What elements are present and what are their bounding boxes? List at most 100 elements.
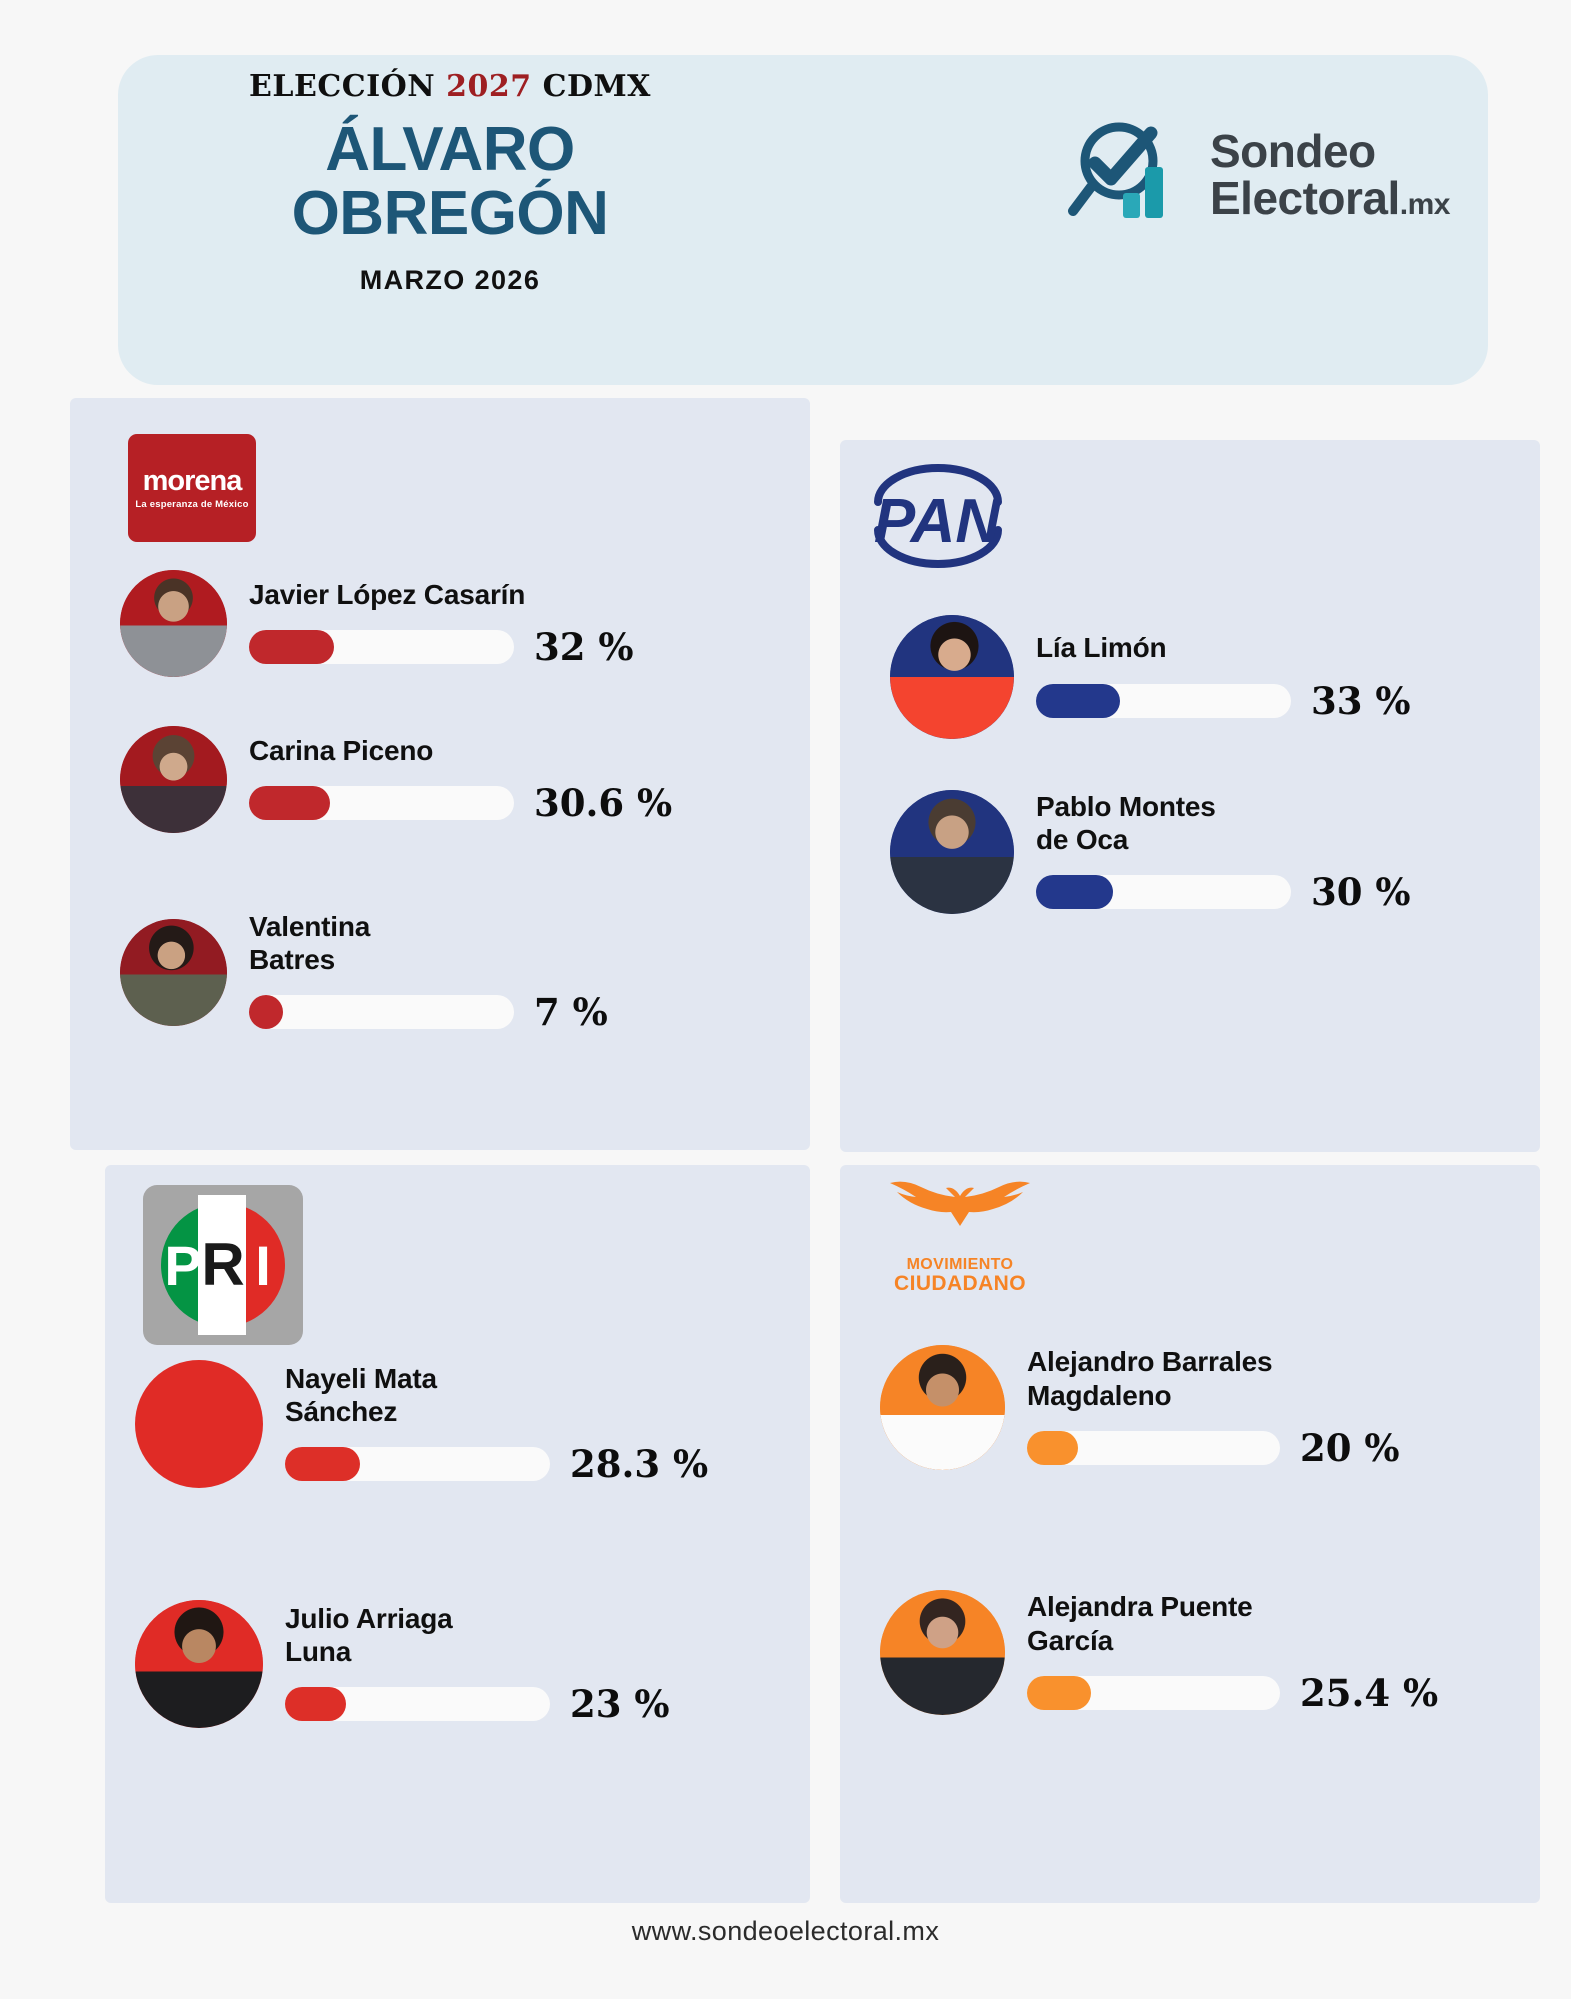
candidate-photo (135, 1600, 263, 1728)
party-panel-mc (840, 1165, 1540, 1903)
pan-logo: PAN (860, 460, 1015, 572)
election-suffix: CDMX (531, 69, 651, 104)
svg-text:P: P (164, 1234, 201, 1297)
percent-label: 32 % (534, 625, 634, 670)
candidate-photo (120, 726, 227, 833)
pri-logo-icon: P R I (161, 1195, 285, 1335)
brand-wordmark: Sondeo Electoral.mx (1209, 124, 1451, 224)
pan-logo-icon: PAN (874, 464, 1002, 568)
candidate-photo (120, 918, 227, 1026)
percent-label: 30.6 % (534, 781, 673, 826)
avatar (890, 615, 1014, 739)
result-bar: 25.4 % (1027, 1671, 1438, 1715)
avatar (880, 1345, 1005, 1470)
result-bar: 32 % (249, 625, 634, 669)
brand-name: Electoral (1209, 172, 1400, 224)
bar-track (285, 1447, 550, 1482)
candidate-row: Lía Limón 33 % (890, 615, 1530, 739)
district-line-2: OBREGÓN (291, 179, 609, 249)
pan-wordmark: PAN (874, 487, 1002, 556)
morena-wordmark: morena (142, 464, 243, 497)
percent-label: 20 % (1300, 1425, 1400, 1470)
header-banner: ELECCIÓN 2027 CDMX ÁLVARO OBREGÓN MARZO … (118, 55, 1488, 385)
bar-track (1036, 875, 1291, 910)
candidate-row: Javier López Casarín 32 % (120, 570, 780, 677)
morena-logo: morena La esperanza de México (128, 434, 256, 542)
candidate-name: Alejandra Puente García (1027, 1591, 1253, 1656)
candidate-row: Julio Arriaga Luna 23 % (135, 1600, 795, 1728)
avatar (135, 1360, 263, 1488)
bar-track (1027, 1675, 1280, 1710)
bar-fill (1036, 683, 1121, 718)
page-title: ÁLVARO OBREGÓN (140, 115, 760, 249)
candidate-row: Carina Piceno 30.6 % (120, 726, 780, 833)
election-prefix: ELECCIÓN (249, 69, 447, 104)
header-title-block: ELECCIÓN 2027 CDMX ÁLVARO OBREGÓN MARZO … (140, 69, 760, 296)
candidate-row: Valentina Batres 7 % (120, 910, 780, 1034)
avatar (890, 790, 1014, 915)
morena-tagline: La esperanza de México (135, 498, 249, 510)
bar-fill (285, 1687, 346, 1722)
morena-logo-box: morena La esperanza de México (128, 434, 256, 542)
result-bar: 7 % (249, 990, 608, 1034)
candidate-name: Carina Piceno (249, 734, 434, 766)
brand-logo: Sondeo Electoral.mx (1061, 115, 1451, 235)
result-bar: 33 % (1036, 679, 1411, 723)
candidate-name: Nayeli Mata Sánchez (285, 1362, 437, 1427)
bar-fill (285, 1447, 360, 1482)
candidate-photo (890, 615, 1014, 739)
candidate-name: Lía Limón (1036, 632, 1167, 664)
brand-line-1: Sondeo (1209, 124, 1376, 177)
bar-track (1027, 1430, 1280, 1465)
candidate-photo (135, 1360, 263, 1488)
percent-label: 23 % (570, 1682, 670, 1727)
candidate-row: Nayeli Mata Sánchez 28.3 % (135, 1360, 795, 1488)
candidate-photo (120, 570, 227, 677)
footer-url[interactable]: www.sondeoelectoral.mx (631, 1916, 940, 1946)
survey-date: MARZO 2026 (359, 264, 541, 295)
percent-label: 30 % (1311, 870, 1411, 915)
result-bar: 30.6 % (249, 781, 672, 825)
avatar (135, 1600, 263, 1728)
candidate-name: Alejandro Barrales Magdaleno (1027, 1346, 1273, 1411)
bar-fill (249, 630, 334, 665)
candidate-photo (880, 1345, 1005, 1470)
bar-track (249, 995, 514, 1030)
percent-label: 33 % (1311, 678, 1411, 723)
svg-text:R: R (201, 1231, 244, 1298)
avatar (120, 726, 227, 833)
brand-tld: .mx (1399, 188, 1451, 221)
bar-track (285, 1687, 550, 1722)
sondeo-magnifier-check-icon (1067, 122, 1163, 218)
percent-label: 7 % (534, 990, 608, 1035)
percent-label: 25.4 % (1300, 1670, 1439, 1715)
pri-logo-box: P R I (143, 1185, 303, 1345)
mc-logo: MOVIMIENTO CIUDADANO (875, 1180, 1045, 1308)
result-bar: 20 % (1027, 1426, 1400, 1470)
candidate-photo (890, 790, 1014, 915)
bar-fill (1027, 1675, 1092, 1710)
election-year: 2027 (446, 69, 532, 104)
percent-label: 28.3 % (570, 1442, 709, 1487)
avatar (120, 918, 227, 1026)
bar-fill (249, 995, 283, 1030)
candidate-name: Valentina Batres (249, 911, 371, 976)
election-label: ELECCIÓN 2027 CDMX (140, 69, 760, 104)
candidate-row: Alejandra Puente García 25.4 % (880, 1590, 1530, 1715)
candidate-name: Javier López Casarín (249, 578, 526, 610)
mc-name-line-1: MOVIMIENTO (906, 1256, 1014, 1273)
bar-track (1036, 683, 1291, 718)
mc-name-line-2: CIUDADANO (894, 1272, 1026, 1296)
candidate-row: Alejandro Barrales Magdaleno 20 % (880, 1345, 1530, 1470)
avatar (880, 1590, 1005, 1715)
bar-fill (1027, 1430, 1078, 1465)
district-line-1: ÁLVARO (325, 115, 575, 184)
mc-wordmark: MOVIMIENTO CIUDADANO (875, 1256, 1045, 1296)
bar-track (249, 786, 514, 821)
brand-line-2: Electoral.mx (1209, 172, 1451, 224)
bar-fill (1036, 875, 1113, 910)
result-bar: 28.3 % (285, 1442, 708, 1486)
result-bar: 30 % (1036, 870, 1411, 914)
svg-text:I: I (255, 1234, 271, 1297)
candidate-row: Pablo Montes de Oca 30 % (890, 790, 1530, 914)
